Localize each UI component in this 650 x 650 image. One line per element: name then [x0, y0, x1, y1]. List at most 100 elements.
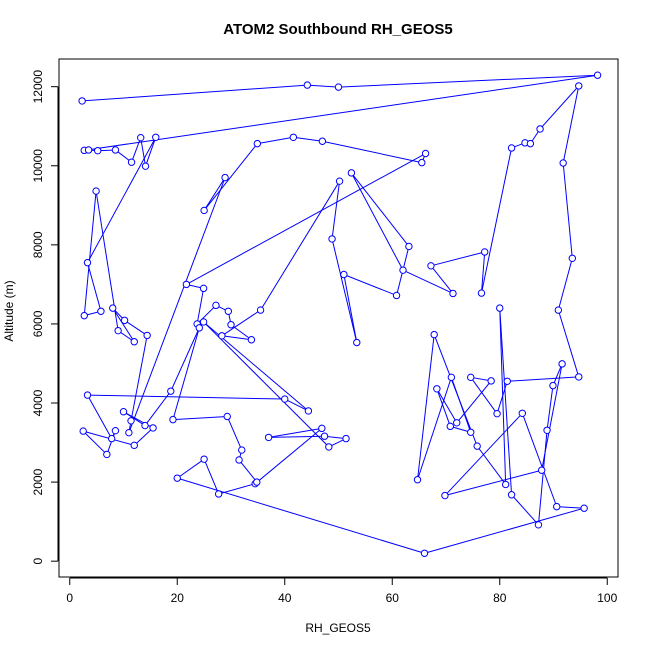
series-segment [417, 334, 435, 480]
series-segment [131, 137, 142, 163]
x-axis: 0 20 40 60 80 100 [66, 577, 618, 605]
data-point [543, 426, 551, 434]
data-point [83, 258, 92, 267]
data-point [430, 330, 438, 339]
series-segment [546, 385, 554, 431]
series-segment [430, 265, 454, 294]
series-segment [350, 172, 404, 271]
data-point [149, 424, 157, 432]
data-point [125, 428, 133, 437]
y-tick-label: 8000 [31, 231, 45, 258]
data-point [111, 426, 120, 435]
data-point [214, 490, 223, 498]
series-segment [331, 238, 358, 343]
data-point [318, 424, 326, 433]
data-point [78, 97, 86, 105]
series-segment [177, 477, 425, 554]
data-point [235, 456, 243, 464]
series-segment [511, 494, 539, 526]
data-point [199, 284, 208, 293]
series-segment [433, 334, 478, 447]
data-point [200, 455, 208, 463]
series-segment [260, 180, 341, 311]
data-point [227, 321, 235, 329]
data-point [169, 415, 177, 424]
data-point [143, 331, 151, 340]
data-point [84, 146, 93, 154]
data-point [534, 521, 543, 529]
data-point [537, 466, 546, 474]
y-tick-label: 2000 [31, 468, 45, 495]
x-tick-label: 20 [171, 591, 185, 605]
data-point [481, 248, 489, 256]
data-point [536, 125, 544, 133]
series-segment [123, 411, 146, 426]
series-segment [343, 274, 358, 343]
y-tick-label: 0 [31, 558, 45, 565]
series-segment [226, 416, 243, 451]
series-segment [541, 363, 563, 471]
data-point [467, 428, 475, 436]
data-point [303, 81, 312, 89]
series-segment [203, 321, 330, 448]
series-segment [172, 327, 200, 420]
data-point [80, 311, 88, 320]
data-point [111, 146, 120, 154]
data-point [496, 304, 504, 312]
series-segment [562, 85, 580, 164]
series-segment [556, 506, 585, 509]
y-axis: 0 2000 4000 6000 8000 10000 12000 [31, 70, 59, 565]
data-point [473, 442, 481, 450]
data-point [127, 417, 135, 425]
series-segment [499, 308, 507, 485]
series-segment [176, 458, 205, 479]
data-point [212, 301, 220, 310]
x-tick-label: 100 [597, 591, 617, 605]
data-point [420, 549, 429, 557]
series-segment [476, 445, 507, 485]
data-point [247, 336, 256, 344]
series-segment [221, 309, 261, 337]
series-segment [268, 427, 322, 438]
series-segment [130, 335, 148, 421]
series-segment [124, 319, 148, 336]
data-point [141, 421, 149, 430]
data-point [218, 332, 226, 340]
series-segment [268, 435, 325, 438]
series-segment [203, 177, 226, 211]
data-point [281, 395, 289, 403]
series-segment [307, 84, 339, 88]
data-point [526, 139, 535, 148]
data-point [223, 412, 231, 421]
series-segment [84, 74, 598, 151]
data-point [347, 169, 356, 177]
x-tick-label: 40 [278, 591, 292, 605]
data-point [441, 491, 449, 500]
data-point [173, 474, 181, 482]
series-segment [87, 137, 157, 263]
data-point [141, 162, 150, 170]
y-axis-label: Altitude (m) [2, 280, 16, 341]
data-point [467, 373, 475, 382]
series-segment [218, 483, 256, 495]
chart-title: ATOM2 Southbound RH_GEOS5 [223, 21, 452, 38]
x-tick-label: 60 [386, 591, 400, 605]
data-point [114, 326, 122, 335]
x-axis-label: RH_GEOS5 [305, 621, 371, 635]
data-point [127, 158, 136, 166]
series-segment [128, 177, 226, 433]
data-point [182, 280, 191, 289]
data-point [501, 480, 510, 489]
data-point [335, 177, 344, 185]
data-point [507, 491, 516, 499]
series-segment [87, 262, 102, 312]
series-segment [417, 377, 452, 480]
data-point [256, 306, 265, 314]
data-point [167, 387, 175, 395]
data-point [405, 242, 413, 251]
data-point [152, 133, 160, 141]
series-segment [444, 412, 523, 496]
series-segment [87, 394, 285, 400]
series-segment [140, 137, 147, 167]
